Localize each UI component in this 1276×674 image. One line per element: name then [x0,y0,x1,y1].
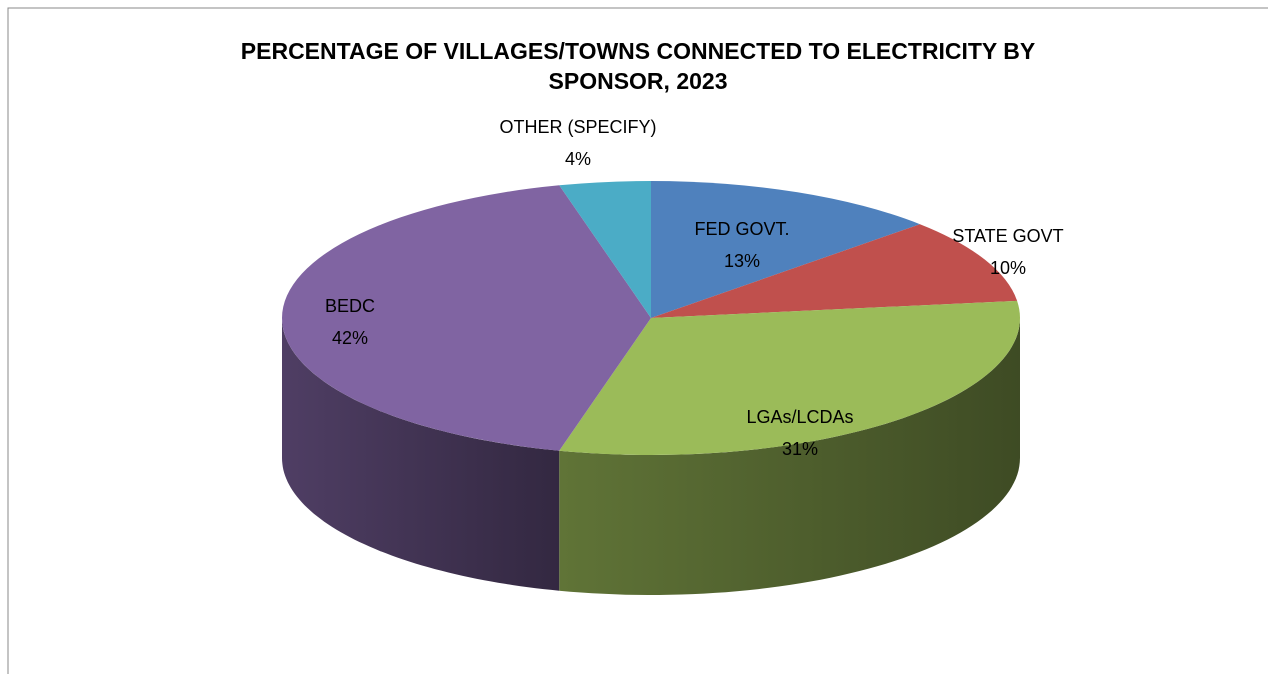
pie-slice [282,185,651,451]
pie-slice [651,181,920,318]
slice-label: LGAs/LCDAs [746,407,853,427]
slice-label: FED GOVT. [694,219,789,239]
pie-slice [651,224,1018,318]
slice-label: BEDC [325,296,375,316]
pie-slice [559,300,1021,455]
chart-title: PERCENTAGE OF VILLAGES/TOWNS CONNECTED T… [240,38,1036,94]
slice-value-label: 31% [782,439,818,459]
slice-value-label: 10% [990,258,1026,278]
slice-label: STATE GOVT [952,226,1063,246]
slice-value-label: 42% [332,328,368,348]
pie-slice-side [559,318,1020,595]
pie-slice-side [282,318,560,591]
pie-slice [559,181,651,318]
chart-border [7,7,1268,674]
slice-value-label: 4% [565,149,591,169]
slice-value-label: 13% [724,251,760,271]
slice-label: OTHER (SPECIFY) [499,117,656,137]
